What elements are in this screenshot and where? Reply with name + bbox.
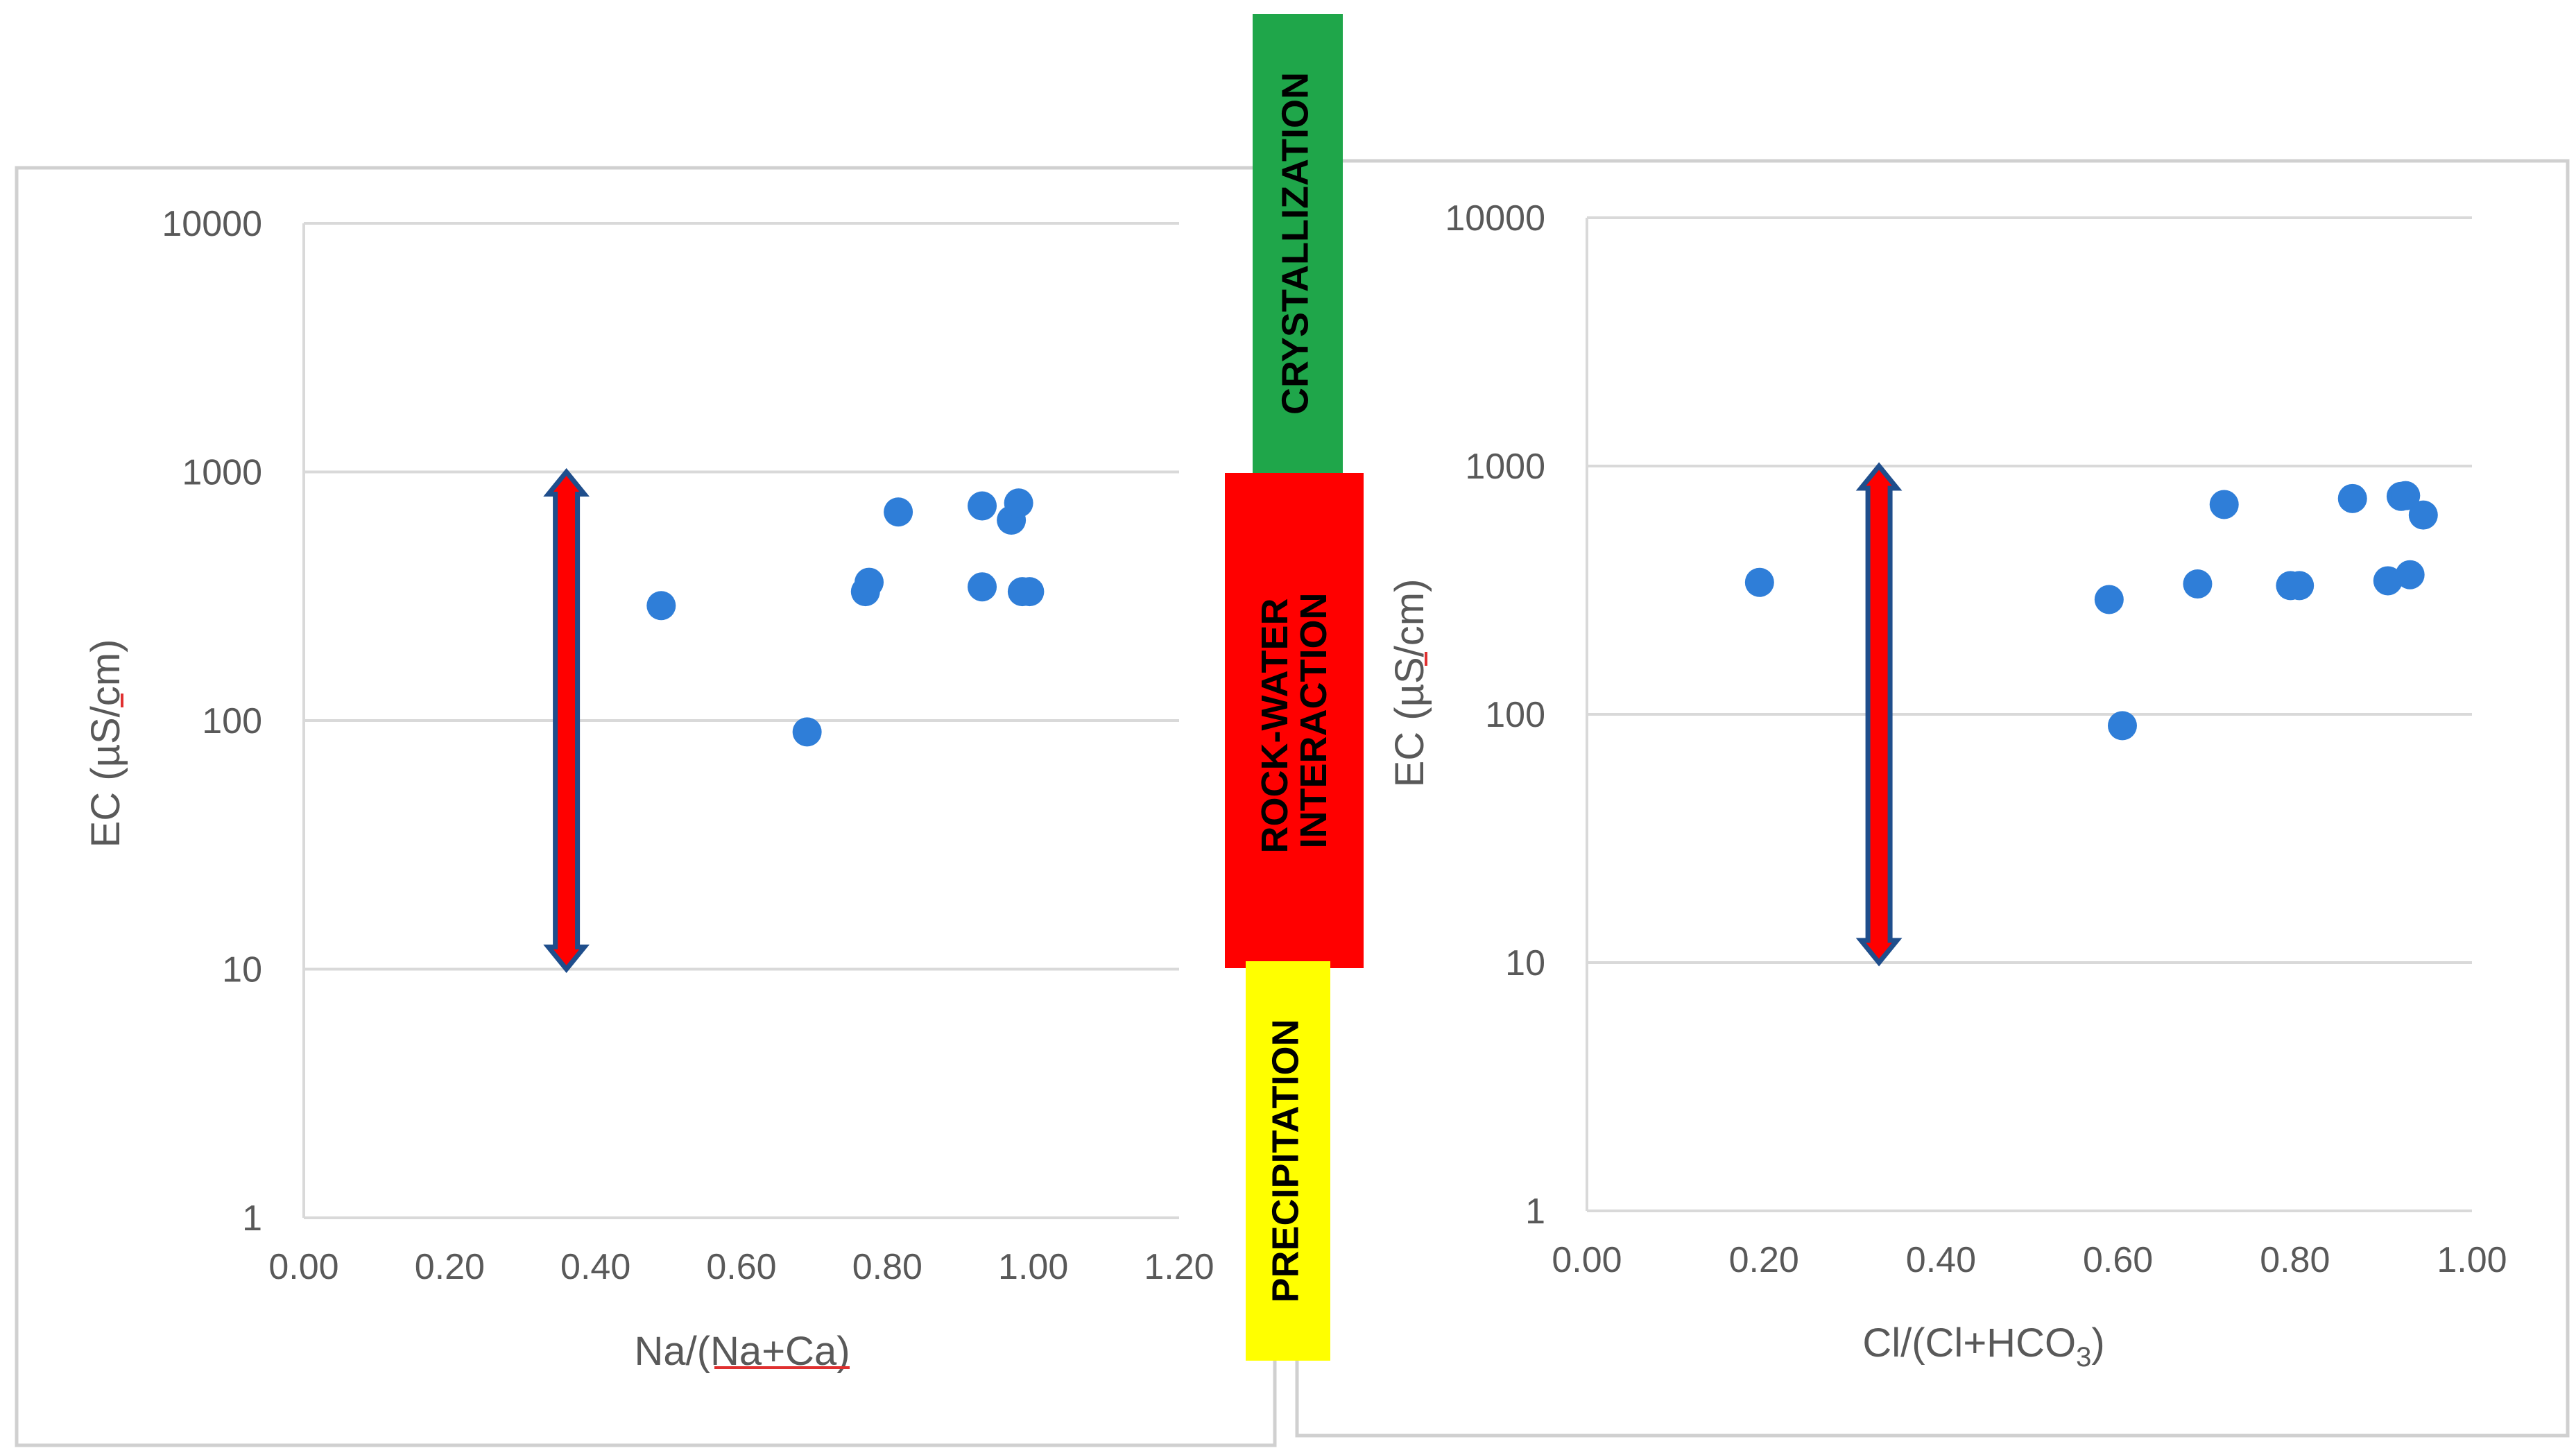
right-ec-range-arrow [1855,462,1903,967]
x-tick-label: 0.80 [2260,1240,2330,1280]
left-y-axis-title: EC (µS/cm) [83,639,128,848]
data-point [2337,483,2367,513]
x-tick-label: 0.00 [1552,1240,1622,1280]
right-plot-gridlines [1586,216,2472,1212]
y-tick-label: 1000 [1465,447,1545,487]
precipitation-label: PRECIPITATION [1264,1019,1306,1302]
x-tick-label: 0.60 [706,1247,776,1287]
data-point [1015,577,1045,607]
right-x-axis-title: Cl/(Cl+HCO3) [1862,1320,2104,1372]
y-tick-label: 100 [1485,695,1545,735]
rock-water-zone: ROCK-WATER INTERACTION [1225,473,1364,968]
x-tick-label: 0.40 [560,1247,630,1287]
y-tick-label: 100 [202,701,262,741]
data-point [2094,585,2124,614]
x-tick-label: 0.40 [1906,1240,1976,1280]
x-tick-label: 1.00 [2437,1240,2507,1280]
x-tick-label: 0.80 [852,1247,922,1287]
range-arrow [1855,462,1903,967]
x-tick-label: 0.20 [1729,1240,1799,1280]
right-y-tick-labels: 1 10 100 1000 10000 [1445,198,1545,1232]
x-tick-label: 1.00 [998,1247,1068,1287]
right-chart-frame [1295,159,2570,1438]
left-y-tick-labels: 1 10 100 1000 10000 [162,204,262,1239]
data-point [884,497,913,527]
data-point [2395,560,2425,589]
left-data-points [646,488,1045,747]
rock-water-label: ROCK-WATER INTERACTION [1254,588,1334,854]
y-tick-label: 10 [1505,943,1545,983]
right-y-axis-title: EC (µS/cm) [1387,579,1432,788]
right-data-points [1744,481,2438,741]
data-point [968,572,997,602]
y-tick-label: 10000 [1445,198,1545,239]
left-plot-gridlines [302,222,1179,1219]
rock-water-bar [1225,473,1364,968]
crystallization-bar [1253,14,1343,473]
y-tick-label: 10000 [162,204,262,244]
y-tick-label: 10 [222,950,262,990]
data-point [968,491,997,521]
range-arrow [543,467,590,974]
data-point [792,717,822,747]
data-point [2285,571,2315,601]
crystallization-zone: CRYSTALLIZATION [1253,14,1343,473]
precipitation-zone: PRECIPITATION [1246,961,1330,1361]
data-point [2107,711,2137,741]
right-x-tick-labels: 0.00 0.20 0.40 0.60 0.80 1.00 [1552,1240,2507,1280]
left-x-tick-labels: 0.00 0.20 0.40 0.60 0.80 1.00 1.20 [268,1247,1214,1287]
x-tick-label: 0.20 [415,1247,485,1287]
left-ec-range-arrow [543,467,590,974]
data-point [2391,481,2421,510]
crystallization-label: CRYSTALLIZATION [1274,72,1316,415]
data-point [2183,569,2213,599]
data-point [2209,490,2239,519]
data-point [646,591,676,621]
y-tick-label: 1000 [182,453,262,493]
data-point [1744,567,1774,597]
x-tick-label: 0.60 [2083,1240,2153,1280]
data-point [2408,500,2438,530]
y-tick-label: 1 [1525,1191,1545,1232]
x-tick-label: 1.20 [1144,1247,1214,1287]
data-point [1004,488,1033,518]
left-chart-frame [15,166,1277,1447]
y-tick-label: 1 [242,1198,262,1239]
x-tick-label: 0.00 [268,1247,338,1287]
precipitation-bar [1246,961,1330,1361]
data-point [2373,566,2403,596]
data-point [855,567,884,597]
